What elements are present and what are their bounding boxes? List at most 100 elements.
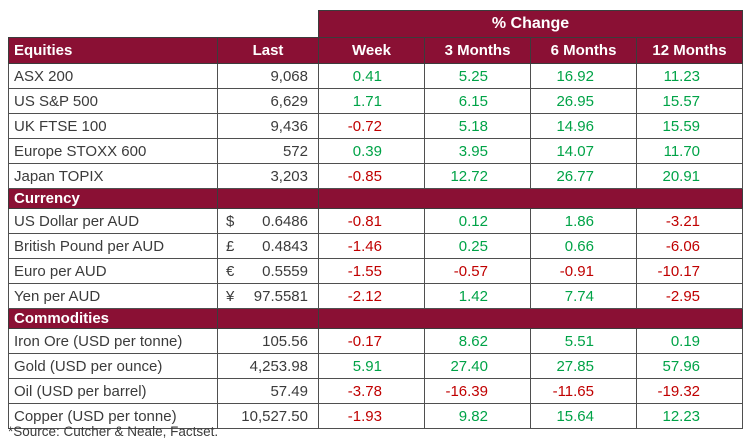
header-spacer <box>8 10 319 38</box>
pct-week: -0.81 <box>318 208 425 234</box>
pct-week: 1.71 <box>318 88 425 114</box>
last-value: €0.5559 <box>217 258 319 284</box>
table-row-topix: Japan TOPIX 3,203 -0.85 12.72 26.77 20.9… <box>8 163 744 189</box>
row-label: Gold (USD per ounce) <box>8 353 218 379</box>
pct-12months: -6.06 <box>635 233 744 259</box>
last-number: 0.4843 <box>262 237 308 255</box>
pct-6months: 14.07 <box>530 138 637 164</box>
pct-week: -1.93 <box>318 403 425 429</box>
last-number: 572 <box>282 142 308 160</box>
last-value: 9,068 <box>217 63 319 89</box>
pct-week: 0.41 <box>318 63 425 89</box>
pct-6months: 16.92 <box>530 63 637 89</box>
pct-6months: 26.95 <box>530 88 637 114</box>
pct-12months: 15.59 <box>635 113 744 139</box>
pct-12months: 0.19 <box>635 328 744 354</box>
pct-3months: 12.72 <box>424 163 531 189</box>
currency-symbol: £ <box>226 237 235 255</box>
last-number: 57.49 <box>270 382 308 400</box>
table-row-iron-ore: Iron Ore (USD per tonne) 105.56 -0.17 8.… <box>8 328 744 354</box>
row-label: ASX 200 <box>8 63 218 89</box>
pct-3months: 8.62 <box>424 328 531 354</box>
last-value: 3,203 <box>217 163 319 189</box>
last-number: 4,253.98 <box>249 357 308 375</box>
last-number: 10,527.50 <box>241 407 308 425</box>
table-row-ftse100: UK FTSE 100 9,436 -0.72 5.18 14.96 15.59 <box>8 113 744 139</box>
pct-3months: -16.39 <box>424 378 531 404</box>
last-number: 6,629 <box>270 92 308 110</box>
row-label: Europe STOXX 600 <box>8 138 218 164</box>
row-label: Euro per AUD <box>8 258 218 284</box>
table-row-eur-aud: Euro per AUD €0.5559 -1.55 -0.57 -0.91 -… <box>8 258 744 284</box>
pct-3months: 5.25 <box>424 63 531 89</box>
pct-week: -0.17 <box>318 328 425 354</box>
table-row-usd-aud: US Dollar per AUD $0.6486 -0.81 0.12 1.8… <box>8 208 744 234</box>
row-label: UK FTSE 100 <box>8 113 218 139</box>
row-label: US S&P 500 <box>8 88 218 114</box>
table-row-asx200: ASX 200 9,068 0.41 5.25 16.92 11.23 <box>8 63 744 89</box>
last-value: 9,436 <box>217 113 319 139</box>
section-title: Currency <box>8 188 218 209</box>
currency-symbol: $ <box>226 212 235 230</box>
last-number: 105.56 <box>262 332 308 350</box>
last-value: 57.49 <box>217 378 319 404</box>
col-header-week: Week <box>318 37 425 64</box>
pct-12months: 11.23 <box>635 63 744 89</box>
pct-3months: 3.95 <box>424 138 531 164</box>
last-number: 3,203 <box>270 167 308 185</box>
pct-6months: -0.91 <box>530 258 637 284</box>
pct-6months: 26.77 <box>530 163 637 189</box>
pct-week: -0.85 <box>318 163 425 189</box>
row-label: Yen per AUD <box>8 283 218 309</box>
pct-12months: 11.70 <box>635 138 744 164</box>
pct-6months: 1.86 <box>530 208 637 234</box>
section-header-currency: Currency <box>8 188 744 209</box>
section-band-spacer <box>217 188 319 209</box>
table-row-gbp-aud: British Pound per AUD £0.4843 -1.46 0.25… <box>8 233 744 259</box>
pct-6months: 7.74 <box>530 283 637 309</box>
pct-12months: -3.21 <box>635 208 744 234</box>
pct-3months: 6.15 <box>424 88 531 114</box>
pct-12months: -19.32 <box>635 378 744 404</box>
pct-6months: 27.85 <box>530 353 637 379</box>
pct-6months: 0.66 <box>530 233 637 259</box>
pct-12months: 57.96 <box>635 353 744 379</box>
last-value: $0.6486 <box>217 208 319 234</box>
currency-symbol: € <box>226 262 235 280</box>
row-label: Oil (USD per barrel) <box>8 378 218 404</box>
pct-12months: 20.91 <box>635 163 744 189</box>
pct-12months: 15.57 <box>635 88 744 114</box>
pct-change-title: % Change <box>317 10 744 38</box>
pct-12months: -2.95 <box>635 283 744 309</box>
last-value: 4,253.98 <box>217 353 319 379</box>
row-label: Iron Ore (USD per tonne) <box>8 328 218 354</box>
pct-week: 0.39 <box>318 138 425 164</box>
currency-symbol: ¥ <box>226 287 235 305</box>
row-label: British Pound per AUD <box>8 233 218 259</box>
last-value: 6,629 <box>217 88 319 114</box>
section-title: Commodities <box>8 308 218 329</box>
pct-3months: -0.57 <box>424 258 531 284</box>
last-number: 97.5581 <box>253 287 308 305</box>
pct-3months: 0.25 <box>424 233 531 259</box>
row-label: Japan TOPIX <box>8 163 218 189</box>
last-value: ¥97.5581 <box>217 283 319 309</box>
pct-12months: -10.17 <box>635 258 744 284</box>
table-row-gold: Gold (USD per ounce) 4,253.98 5.91 27.40… <box>8 353 744 379</box>
row-label: Copper (USD per tonne) <box>8 403 218 429</box>
pct-6months: 15.64 <box>530 403 637 429</box>
section-header-commodities: Commodities <box>8 308 744 329</box>
last-value: 105.56 <box>217 328 319 354</box>
pct-week: -1.46 <box>318 233 425 259</box>
market-data-table: % Change Equities Last Week 3 Months 6 M… <box>8 10 744 429</box>
table-row-sp500: US S&P 500 6,629 1.71 6.15 26.95 15.57 <box>8 88 744 114</box>
col-header-3months: 3 Months <box>424 37 531 64</box>
pct-week: -3.78 <box>318 378 425 404</box>
last-value: £0.4843 <box>217 233 319 259</box>
pct-6months: -11.65 <box>530 378 637 404</box>
source-note: *Source: Cutcher & Neale, Factset. <box>8 424 219 439</box>
pct-3months: 27.40 <box>424 353 531 379</box>
pct-3months: 5.18 <box>424 113 531 139</box>
last-value: 10,527.50 <box>217 403 319 429</box>
